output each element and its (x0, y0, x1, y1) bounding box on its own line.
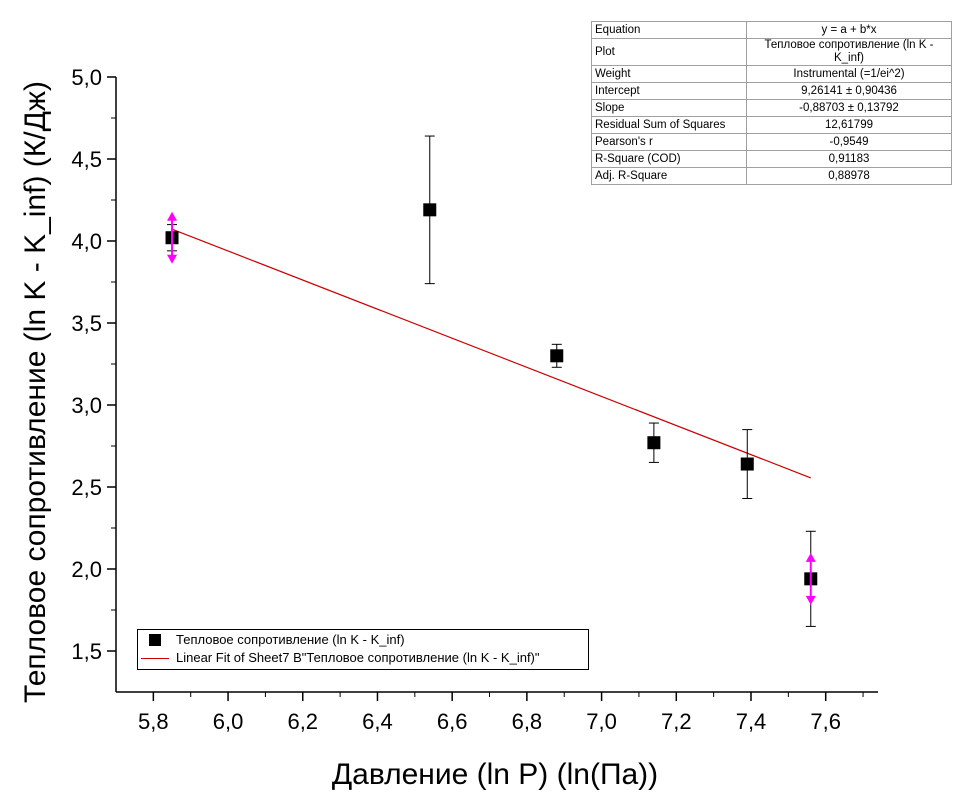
data-point-marker (740, 457, 754, 471)
data-point-marker (647, 436, 661, 450)
x-tick-label: 6,4 (362, 709, 393, 734)
data-points-layer (165, 135, 818, 627)
fit-table-row: Pearson's r -0,9549 (591, 133, 952, 151)
y-tick-label: 4,0 (71, 229, 102, 254)
fit-table-key: Residual Sum of Squares (591, 116, 747, 134)
axes: 5,8 6,0 6,2 6,4 6,6 6,8 7,0 7,2 7,4 7,6 1,5 2,0 2,5 3… (71, 65, 878, 734)
fit-table-value: y = a + b*x (746, 21, 952, 39)
fit-table-row: Slope -0,88703 ± 0,13792 (591, 99, 952, 117)
x-tick-label: 6,0 (213, 709, 244, 734)
y-tick-label: 2,5 (71, 475, 102, 500)
x-tick-label: 6,8 (512, 709, 543, 734)
fit-table-row: Plot Тепловое сопротивление (ln K - K_inf… (591, 38, 952, 66)
x-tick-label: 7,2 (661, 709, 692, 734)
data-point (804, 530, 818, 627)
fit-table-value: -0,88703 ± 0,13792 (746, 99, 952, 117)
fit-table-key: Pearson's r (591, 133, 747, 151)
y-tick-label: 3,0 (71, 393, 102, 418)
x-tick-label: 5,8 (138, 709, 169, 734)
selection-handle (167, 211, 178, 264)
fit-table-key: Slope (591, 99, 747, 117)
data-point (647, 422, 661, 463)
fit-table-row: Adj. R-Square 0,88978 (591, 167, 952, 185)
data-point (740, 429, 754, 499)
fit-statistics-table: Equation y = a + b*x Plot Тепловое сопротив… (591, 21, 952, 185)
x-tick-label: 7,6 (810, 709, 841, 734)
legend-label-data: Тепловое сопротивление (ln K - K_inf) (176, 632, 405, 647)
data-point (423, 135, 437, 285)
selection-arrow-down-icon (167, 254, 178, 264)
y-tick-label: 4,5 (71, 147, 102, 172)
x-tick-label: 7,4 (736, 709, 767, 734)
fit-table-row: Residual Sum of Squares 12,61799 (591, 116, 952, 134)
x-axis-title: Давление (ln P) (ln(Па)) (332, 758, 658, 791)
selection-handle (805, 552, 816, 605)
selection-arrow-up-icon (167, 211, 178, 221)
fit-table-value: 9,26141 ± 0,90436 (746, 82, 952, 100)
selection-arrow-down-icon (805, 595, 816, 605)
fit-table-row: Intercept 9,26141 ± 0,90436 (591, 82, 952, 100)
legend-line-marker-icon (141, 658, 169, 659)
fit-table-key: Intercept (591, 82, 747, 100)
y-tick-label: 5,0 (71, 65, 102, 90)
y-axis-title: Тепловое сопротивление (ln K - K_inf) (К… (19, 81, 52, 703)
data-point-marker (550, 349, 564, 363)
fit-table-value: -0,9549 (746, 133, 952, 151)
x-tick-label: 6,6 (437, 709, 468, 734)
fit-line-layer (171, 228, 811, 479)
fit-table-value: 0,91183 (746, 150, 952, 168)
selection-arrow-up-icon (805, 552, 816, 562)
fit-table-row: R-Square (COD) 0,91183 (591, 150, 952, 168)
linear-fit-line (171, 228, 811, 479)
fit-table-key: Equation (591, 21, 747, 39)
fit-table-row: Equation y = a + b*x (591, 21, 952, 39)
fit-table-value: Тепловое сопротивление (ln K - K_inf) (746, 38, 952, 66)
data-point-marker (423, 203, 437, 217)
fit-table-row: Weight Instrumental (=1/ei^2) (591, 65, 952, 83)
fit-table-value: 0,88978 (746, 167, 952, 185)
legend-label-fit: Linear Fit of Sheet7 B"Тепловое сопротив… (176, 650, 540, 665)
data-point (165, 211, 179, 264)
data-point (550, 343, 564, 368)
fit-table-value: 12,61799 (746, 116, 952, 134)
fit-table-key: Weight (591, 65, 747, 83)
fit-table-key: R-Square (COD) (591, 150, 747, 168)
y-tick-label: 2,0 (71, 557, 102, 582)
y-tick-label: 1,5 (71, 639, 102, 664)
x-tick-label: 7,0 (586, 709, 617, 734)
fit-table-key: Plot (591, 38, 747, 66)
fit-table-key: Adj. R-Square (591, 167, 747, 185)
x-tick-label: 6,2 (287, 709, 318, 734)
legend-square-marker-icon (149, 634, 161, 646)
y-tick-label: 3,5 (71, 311, 102, 336)
legend: Тепловое сопротивление (ln K - K_inf) Li… (137, 629, 589, 670)
fit-table-value: Instrumental (=1/ei^2) (746, 65, 952, 83)
